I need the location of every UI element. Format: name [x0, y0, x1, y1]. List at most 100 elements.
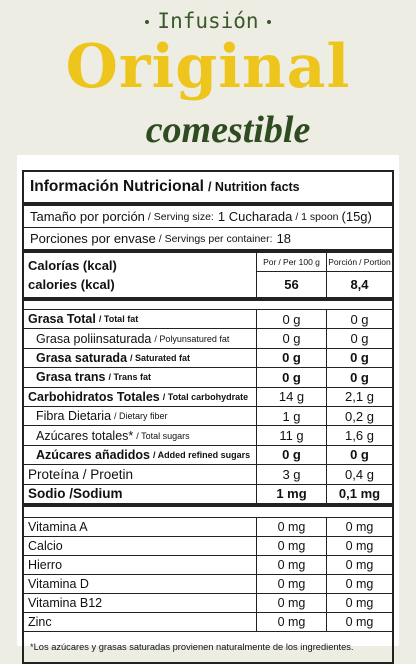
- cell: Vitamina B12: [24, 594, 256, 612]
- nutrient-per-100g: 0 g: [282, 311, 301, 327]
- vitamin-per-portion: 0 mg: [345, 519, 374, 534]
- cell: Grasa trans / Trans fat: [24, 368, 256, 386]
- cell: 2,1 g: [326, 387, 392, 406]
- row: Porciones por envase / Servings per conta…: [24, 228, 392, 253]
- nutrient-name-en: / Dietary fiber: [114, 411, 168, 422]
- cell: Grasa poliinsaturada / Polyunsatured fat: [24, 329, 256, 347]
- vitamin-per-100g: 0 mg: [277, 557, 306, 572]
- serving-value-en: / 1 spoon: [295, 210, 339, 223]
- brand-subtitle: comestible: [145, 109, 311, 151]
- calories-value: 8,4: [327, 272, 392, 297]
- nutrient-per-100g: 0 g: [282, 350, 301, 366]
- row: Tamaño por porción / Serving size: 1 Cucha…: [24, 206, 392, 228]
- vitamin-name: Vitamina D: [28, 576, 89, 591]
- row: Información Nutricional / Nutrition facts: [24, 172, 392, 206]
- column-header: Por / Per 100 g: [257, 253, 326, 272]
- cell: Sodio /Sodium: [24, 485, 256, 503]
- column-header-en: / Portion: [359, 257, 391, 267]
- row: Azúcares añadidos / Added refined sugars 0…: [24, 445, 392, 466]
- nutrient-name-en: / Total fat: [98, 314, 139, 325]
- cell: 0 mg: [326, 593, 392, 612]
- cell: 0 mg: [326, 574, 392, 593]
- vitamin-name: Calcio: [28, 538, 63, 553]
- cell: Grasa saturada / Saturated fat: [24, 349, 256, 367]
- row: Sodio /Sodium 1 mg 0,1 mg: [24, 484, 392, 507]
- servings-label-en: / Servings per container:: [158, 232, 273, 245]
- vitamin-per-portion: 0 mg: [345, 557, 374, 572]
- label-card: Información Nutricional / Nutrition facts…: [17, 155, 399, 664]
- cell: 1 mg: [256, 484, 326, 503]
- cell: Azúcares añadidos / Added refined sugars: [24, 446, 256, 464]
- cell: Carbohidratos Totales / Total carbohydrat…: [24, 388, 256, 406]
- servings-value: 18: [276, 231, 292, 246]
- nutrition-table: Información Nutricional / Nutrition facts…: [22, 170, 394, 664]
- cell: 0 g: [326, 310, 392, 329]
- nutrient-name: Sodio /Sodium: [28, 486, 123, 502]
- row: Grasa saturada / Saturated fat 0 g 0 g: [24, 348, 392, 369]
- serving-grams: (15g): [341, 209, 372, 224]
- cell: 0 mg: [256, 593, 326, 612]
- cell: 0 mg: [256, 555, 326, 574]
- row: Grasa poliinsaturada / Polyunsatured fat 0…: [24, 329, 392, 349]
- nutrient-name: Grasa trans: [36, 370, 106, 385]
- calories-en: calories (kcal): [28, 277, 115, 292]
- nutrient-per-100g: 11 g: [279, 428, 304, 444]
- nutrient-per-100g: 1 mg: [276, 486, 307, 502]
- nutrient-per-portion: 0 g: [350, 369, 369, 385]
- cell: 0 g: [326, 445, 392, 465]
- calories-number: 8,4: [350, 277, 369, 292]
- nutrient-name-en: / Added refined sugars: [152, 449, 251, 460]
- cell: Vitamina D: [24, 575, 256, 593]
- nutrient-name-en: / Saturated fat: [130, 352, 191, 363]
- row: Zinc 0 mg 0 mg: [24, 612, 392, 632]
- calories-label: Calorías (kcal) calories (kcal): [24, 253, 256, 297]
- serving-label: Tamaño por porción: [30, 209, 145, 224]
- footnote: *Los azúcares y grasas saturadas provien…: [30, 641, 354, 652]
- nutrient-per-portion: 1,6 g: [345, 428, 374, 444]
- row: Vitamina D 0 mg 0 mg: [24, 574, 392, 594]
- nutrient-name-en: / Trans fat: [108, 372, 151, 383]
- nutrient-per-portion: 0,2 g: [345, 408, 374, 424]
- nutrient-name-en: / Total sugars: [136, 430, 190, 441]
- row: Grasa Total / Total fat 0 g 0 g: [24, 310, 392, 330]
- calories-es: Calorías (kcal): [28, 258, 117, 273]
- cell: 0,1 mg: [326, 484, 392, 503]
- row: Vitamina B12 0 mg 0 mg: [24, 593, 392, 613]
- cell: 0 g: [326, 368, 392, 387]
- calories-col: Porción / Portion 8,4: [326, 253, 392, 297]
- cell: 0 g: [256, 348, 326, 368]
- calories-value: 56: [257, 272, 326, 297]
- cell: 0 g: [326, 348, 392, 368]
- nutrient-per-100g: 0 g: [282, 331, 301, 347]
- cell: Calcio: [24, 537, 256, 555]
- row: Proteína / Proetin 3 g 0,4 g: [24, 465, 392, 485]
- vitamin-per-100g: 0 mg: [277, 614, 306, 629]
- kicker: Infusión: [157, 9, 259, 33]
- nutrient-per-portion: 0 g: [350, 331, 369, 347]
- nutrient-per-portion: 0,4 g: [345, 466, 374, 482]
- vitamin-per-portion: 0 mg: [345, 538, 374, 553]
- nutrient-per-100g: 0 g: [282, 447, 301, 463]
- nutrient-name: Proteína / Proetin: [28, 466, 134, 482]
- kicker-line: Infusión: [0, 9, 416, 33]
- cell: Grasa Total / Total fat: [24, 310, 256, 328]
- calories-number: 56: [284, 277, 299, 292]
- cell: 0 mg: [256, 574, 326, 593]
- row: Vitamina A 0 mg 0 mg: [24, 517, 392, 537]
- cell: 3 g: [256, 465, 326, 484]
- calories-col: Por / Per 100 g 56: [256, 253, 326, 297]
- nutrient-name: Carbohidratos Totales: [28, 389, 160, 404]
- vitamin-per-100g: 0 mg: [277, 519, 306, 534]
- nutrient-per-portion: 0 g: [350, 350, 369, 366]
- row: Hierro 0 mg 0 mg: [24, 555, 392, 575]
- cell: Azúcares totales* / Total sugars: [24, 426, 256, 444]
- vitamin-name: Zinc: [28, 614, 52, 629]
- cell: 0,4 g: [326, 465, 392, 484]
- nutrient-name: Fibra Dietaria: [36, 409, 112, 424]
- cell: 1 g: [256, 406, 326, 426]
- nutrient-name: Azúcares añadidos: [36, 447, 150, 462]
- cell: Hierro: [24, 556, 256, 574]
- vitamin-per-100g: 0 mg: [277, 595, 306, 610]
- cell: 11 g: [256, 426, 326, 445]
